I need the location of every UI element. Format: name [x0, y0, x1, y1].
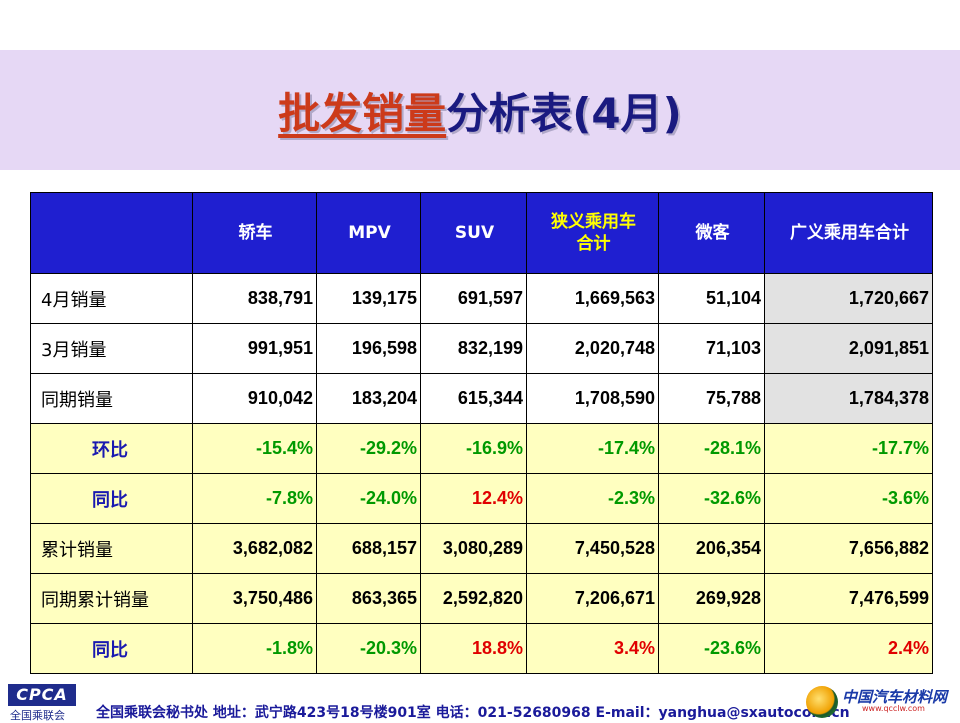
cell: -17.4% [526, 423, 659, 474]
footer: CPCA 全国乘联会 全国乘联会秘书处 地址：武宁路423号18号楼901室 电… [0, 680, 960, 722]
cell: 832,199 [420, 323, 527, 374]
header-narrow-total: 狭义乘用车 合计 [526, 192, 659, 274]
cell: 2,592,820 [420, 573, 527, 624]
title-rest: 分析表(4月) [446, 89, 682, 138]
table-row: 同比 -7.8% -24.0% 12.4% -2.3% -32.6% -3.6% [30, 473, 933, 524]
cell: 838,791 [192, 273, 317, 324]
cpca-logo-mark: CPCA [8, 684, 76, 706]
watermark-text: 中国汽车材料网 [842, 688, 948, 706]
watermark-url: www.qcclw.com [862, 704, 925, 713]
cell: 206,354 [658, 523, 765, 574]
table-row: 环比 -15.4% -29.2% -16.9% -17.4% -28.1% -1… [30, 423, 933, 474]
cell: 2.4% [764, 623, 933, 674]
cell: 3,682,082 [192, 523, 317, 574]
watermark-logo-icon [806, 686, 838, 718]
cell-total: 1,720,667 [764, 273, 933, 324]
cell: 71,103 [658, 323, 765, 374]
cell-total: 1,784,378 [764, 373, 933, 424]
cpca-logo-subtitle: 全国乘联会 [10, 709, 65, 722]
table-row: 同期销量 910,042 183,204 615,344 1,708,590 7… [30, 373, 933, 424]
cell: -24.0% [316, 473, 421, 524]
cell: 18.8% [420, 623, 527, 674]
table-row: 3月销量 991,951 196,598 832,199 2,020,748 7… [30, 323, 933, 374]
table-row: 同比 -1.8% -20.3% 18.8% 3.4% -23.6% 2.4% [30, 623, 933, 674]
cell: 688,157 [316, 523, 421, 574]
cell: 910,042 [192, 373, 317, 424]
cell: -3.6% [764, 473, 933, 524]
cell: -1.8% [192, 623, 317, 674]
cell-total: 2,091,851 [764, 323, 933, 374]
cell: 12.4% [420, 473, 527, 524]
cell: 7,450,528 [526, 523, 659, 574]
cell: -7.8% [192, 473, 317, 524]
cell: -16.9% [420, 423, 527, 474]
cell: -20.3% [316, 623, 421, 674]
cell: 7,656,882 [764, 523, 933, 574]
row-label: 累计销量 [30, 523, 193, 574]
cell: 1,669,563 [526, 273, 659, 324]
cell: 139,175 [316, 273, 421, 324]
watermark: 中国汽车材料网 www.qcclw.com [806, 686, 952, 718]
cpca-logo: CPCA 全国乘联会 [8, 680, 78, 722]
header-mpv: MPV [316, 192, 421, 274]
cell: 269,928 [658, 573, 765, 624]
cell: 2,020,748 [526, 323, 659, 374]
cell: 75,788 [658, 373, 765, 424]
row-label: 同比 [30, 473, 193, 524]
cell: 691,597 [420, 273, 527, 324]
sales-table: 轿车 MPV SUV 狭义乘用车 合计 微客 广义乘用车合计 4月销量 838,… [30, 192, 933, 674]
header-suv: SUV [420, 192, 527, 274]
footer-contact: 全国乘联会秘书处 地址：武宁路423号18号楼901室 电话：021-52680… [96, 705, 850, 721]
cell: -28.1% [658, 423, 765, 474]
row-label: 4月销量 [30, 273, 193, 324]
header-cell-empty [30, 192, 193, 274]
row-label: 3月销量 [30, 323, 193, 374]
table-row: 同期累计销量 3,750,486 863,365 2,592,820 7,206… [30, 573, 933, 624]
cell: 3,080,289 [420, 523, 527, 574]
header-sedan: 轿车 [192, 192, 317, 274]
cell: 3.4% [526, 623, 659, 674]
table-row: 4月销量 838,791 139,175 691,597 1,669,563 5… [30, 273, 933, 324]
cell: 1,708,590 [526, 373, 659, 424]
cell: 51,104 [658, 273, 765, 324]
title-band [0, 50, 960, 170]
title-highlight: 批发销量 [278, 89, 447, 138]
page-title: 批发销量分析表(4月) [0, 80, 960, 141]
cell: -2.3% [526, 473, 659, 524]
table-row: 累计销量 3,682,082 688,157 3,080,289 7,450,5… [30, 523, 933, 574]
cell: -29.2% [316, 423, 421, 474]
cell: -15.4% [192, 423, 317, 474]
cell: 7,476,599 [764, 573, 933, 624]
row-label: 同比 [30, 623, 193, 674]
row-label: 同期累计销量 [30, 573, 193, 624]
header-broad-total: 广义乘用车合计 [764, 192, 933, 274]
cell: 863,365 [316, 573, 421, 624]
row-label: 同期销量 [30, 373, 193, 424]
cell: 3,750,486 [192, 573, 317, 624]
cell: 7,206,671 [526, 573, 659, 624]
cell: -17.7% [764, 423, 933, 474]
cell: 615,344 [420, 373, 527, 424]
header-minivan: 微客 [658, 192, 765, 274]
row-label: 环比 [30, 423, 193, 474]
cell: -23.6% [658, 623, 765, 674]
cell: -32.6% [658, 473, 765, 524]
header-row: 轿车 MPV SUV 狭义乘用车 合计 微客 广义乘用车合计 [30, 192, 933, 274]
cell: 991,951 [192, 323, 317, 374]
cell: 196,598 [316, 323, 421, 374]
cell: 183,204 [316, 373, 421, 424]
